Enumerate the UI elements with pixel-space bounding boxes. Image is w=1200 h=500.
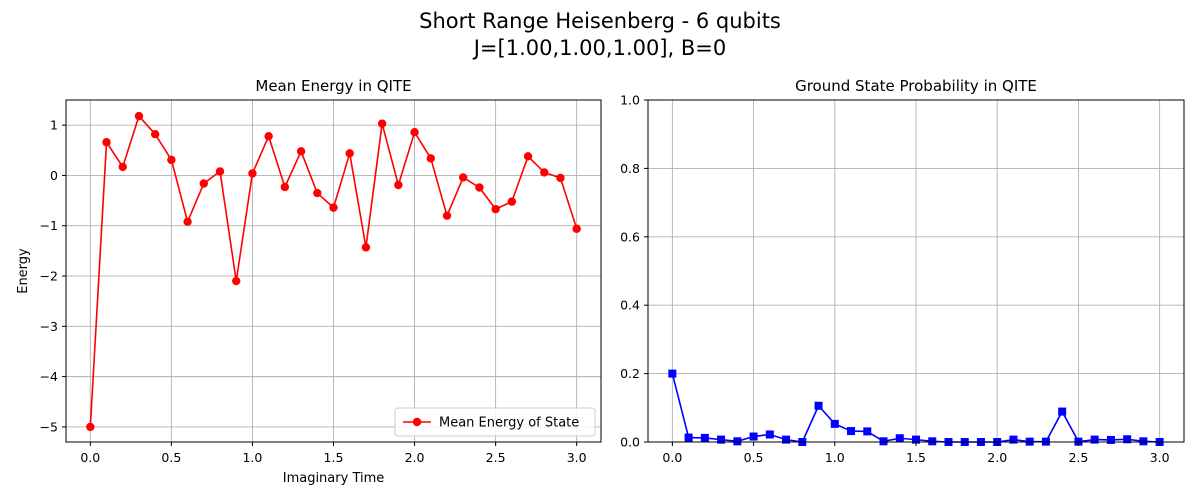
data-point [264,132,273,141]
data-point [684,433,693,442]
x-tick-label: 2.0 [987,450,1007,465]
x-tick-label: 0.0 [662,450,682,465]
data-point [232,276,241,286]
y-tick-label: −1 [40,218,58,233]
data-point [442,211,452,220]
x-tick-label: 2.0 [405,450,425,465]
legend-label: Mean Energy of State [439,416,579,431]
y-tick-label: 1.0 [620,93,640,108]
data-point [507,197,517,206]
data-point [1058,407,1067,416]
y-tick-label: 0.0 [620,435,640,450]
data-point [1123,435,1132,444]
data-point [879,437,888,446]
y-tick-label: 0.4 [620,298,640,313]
y-tick-label: 1 [50,118,58,133]
x-tick-label: 1.0 [242,450,262,465]
data-point [717,435,726,444]
data-point [150,130,160,139]
data-point [782,435,791,444]
data-point [134,111,144,121]
x-tick-label: 2.5 [1068,450,1088,465]
x-tick-label: 1.5 [324,450,344,465]
chart-title: Ground State Probability in QITE [795,77,1037,95]
chart-panel-1: 0.0 0.5 1.0 1.5 2.0 2.5 3.0 −5 −4 −3 −2 −1 0 1 Mean En… [16,77,602,486]
data-point [928,437,937,446]
y-tick-label: −3 [40,319,58,334]
x-tick-label: 2.5 [486,450,506,465]
data-point [410,127,419,137]
x-tick-label: 1.5 [906,450,926,465]
data-point [895,434,904,443]
y-tick-label: −4 [40,369,58,384]
grid [66,100,601,442]
data-point [1009,435,1018,444]
data-point [167,155,176,165]
x-tick-label: 3.0 [1150,450,1170,465]
chart-panel-2: 0.0 0.5 1.0 1.5 2.0 2.5 3.0 0.0 0.2 0.4 0.6 0.8 1.0 G… [620,77,1185,465]
data-point [280,182,290,192]
data-point [830,419,839,428]
data-point [523,152,533,161]
data-point [426,154,435,163]
legend-marker [412,417,422,427]
data-point [863,427,872,436]
figure-title-line-2: J=[1.00,1.00,1.00], B=0 [472,36,727,60]
data-point [814,401,823,410]
data-point [394,180,403,190]
grid [648,99,1184,443]
x-tick-label: 3.0 [567,450,587,465]
data-point [361,243,371,252]
figure-title-line-1: Short Range Heisenberg - 6 qubits [419,9,781,33]
data-point [86,422,95,432]
x-tick-label: 0.0 [80,450,100,465]
data-point [199,179,209,188]
legend-box [394,407,596,437]
x-tick-label: 0.5 [744,450,764,465]
y-tick-label: −2 [40,269,58,284]
chart-title: Mean Energy in QITE [255,77,411,95]
y-tick-label: 0.2 [620,366,640,381]
y-tick-label: 0.6 [620,229,640,244]
data-point [118,162,127,172]
data-point [912,435,920,444]
data-point [491,204,500,214]
data-point [733,437,742,446]
data-point [329,203,338,212]
data-point [458,173,468,182]
data-point [1106,435,1115,444]
data-point [1139,437,1148,446]
y-tick-label: 0 [50,168,58,183]
data-point [668,369,677,378]
data-point [345,149,354,158]
y-tick-label: −5 [40,419,58,434]
data-point [700,433,709,442]
data-point [102,138,111,147]
data-point [377,119,387,128]
data-point [540,168,549,177]
data-point [475,183,484,192]
data-point [313,188,322,198]
data-point [296,147,306,156]
data-point [847,427,856,436]
data-point [183,217,192,226]
y-tick-label: 0.8 [620,161,640,176]
x-tick-label: 1.0 [825,450,845,465]
y-axis-label: Energy [16,248,31,294]
x-axis-label: Imaginary Time [283,471,385,486]
data-point [248,169,257,178]
data-point [765,430,774,439]
data-point [215,167,225,176]
data-point [572,224,581,233]
x-tick-label: 0.5 [161,450,181,465]
data-point [749,432,758,441]
legend: Mean Energy of State [394,407,596,437]
data-point [556,173,565,183]
data-point [1090,435,1099,444]
